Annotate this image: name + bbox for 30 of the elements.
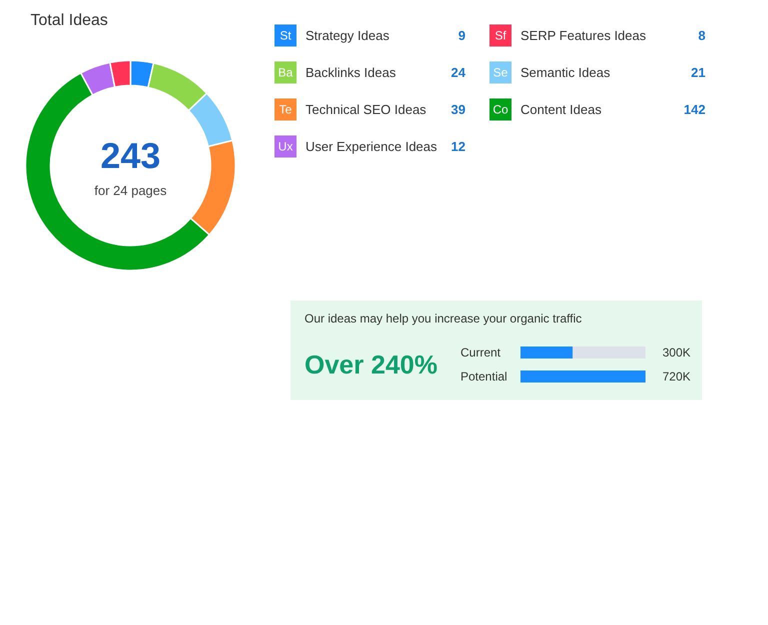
text: St xyxy=(280,28,292,42)
text: Over 240% xyxy=(304,350,438,380)
text: Se xyxy=(493,66,508,80)
data-label: 720K xyxy=(662,370,691,384)
data-label: 39 xyxy=(451,102,466,117)
legend-label: Technical SEO Ideas xyxy=(306,102,427,117)
data-label: 24 xyxy=(451,65,466,80)
y-tick-label: Potential xyxy=(460,370,508,384)
data-label: 142 xyxy=(684,102,706,117)
text: Co xyxy=(492,102,508,116)
text: Ux xyxy=(278,140,293,154)
data-label: 300K xyxy=(662,346,691,360)
legend-label: Backlinks Ideas xyxy=(306,65,396,80)
data-label: 9 xyxy=(458,28,466,43)
data-label: 8 xyxy=(698,28,706,43)
data-label: 21 xyxy=(691,65,706,80)
data-label: 12 xyxy=(451,139,466,154)
text: 243 xyxy=(100,135,161,176)
text: Ba xyxy=(278,66,294,80)
y-tick-label: Current xyxy=(460,346,502,360)
legend-label: Strategy Ideas xyxy=(306,28,390,43)
legend-label: Content Ideas xyxy=(520,102,602,117)
legend-label: SERP Features Ideas xyxy=(520,28,646,43)
legend-label: Semantic Ideas xyxy=(520,65,611,80)
text: Te xyxy=(279,102,292,116)
text: for 24 pages xyxy=(94,183,168,198)
chart-title: Total Ideas xyxy=(30,12,108,29)
text: Sf xyxy=(494,28,507,42)
chart-title: Our ideas may help you increase your organic traffic xyxy=(304,312,582,326)
legend-label: User Experience Ideas xyxy=(306,139,438,154)
